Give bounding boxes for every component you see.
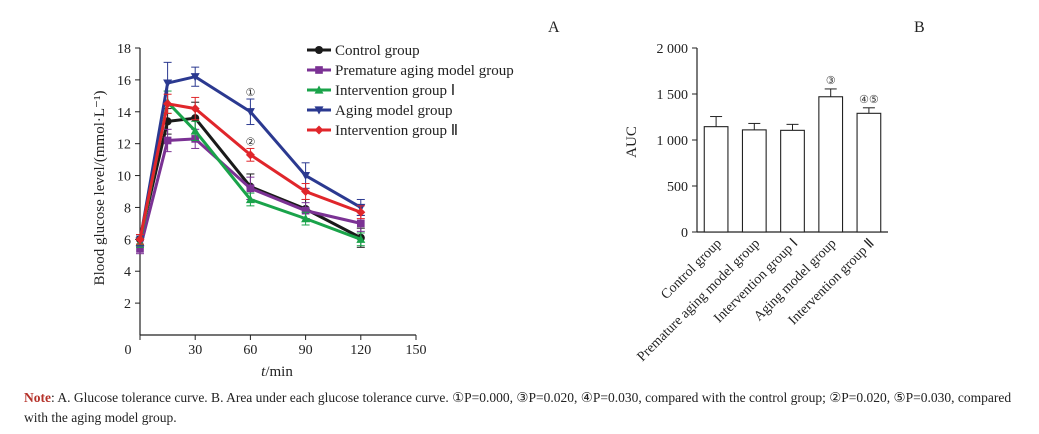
data-point bbox=[301, 171, 311, 181]
series-line bbox=[138, 102, 362, 240]
x-tick-label-a: 60 bbox=[243, 343, 257, 358]
data-point bbox=[314, 85, 324, 94]
y-axis-label-b: AUC bbox=[624, 126, 640, 158]
data-point bbox=[356, 219, 365, 228]
series-aging-model-group bbox=[135, 61, 366, 247]
data-point bbox=[190, 104, 200, 114]
x-tick-label-a: 150 bbox=[406, 343, 427, 358]
x-tick-label-a: 0 bbox=[125, 343, 132, 358]
note-label: Note bbox=[24, 390, 51, 405]
data-point bbox=[190, 73, 200, 82]
legend-entry: Intervention group Ⅱ bbox=[307, 123, 458, 139]
data-point bbox=[314, 106, 324, 115]
bar-group bbox=[703, 116, 729, 233]
data-point bbox=[136, 245, 144, 253]
y-tick-label-a: 18 bbox=[117, 42, 131, 57]
data-point bbox=[163, 136, 172, 145]
y-tick-label-a: 14 bbox=[117, 106, 131, 121]
data-point bbox=[245, 194, 255, 204]
data-point bbox=[314, 45, 324, 55]
data-point bbox=[314, 125, 324, 135]
data-point bbox=[135, 234, 145, 244]
legend-label: Control group bbox=[335, 43, 420, 59]
y-axis-label-a: Blood glucose level/(mmol·L⁻¹) bbox=[92, 91, 108, 286]
bar bbox=[703, 126, 729, 233]
legend-entry: Control group bbox=[307, 43, 420, 59]
series-line bbox=[138, 75, 362, 242]
legend-entry: Premature aging model group bbox=[307, 63, 514, 79]
y-tick-label-a: 16 bbox=[117, 74, 131, 89]
glucose-tolerance-chart: A 2 4 6 8 10 12 14 16 18 0 30 60 90 120 150 Control gr… bbox=[92, 19, 560, 380]
bar bbox=[780, 129, 805, 233]
data-point bbox=[190, 126, 200, 135]
data-point bbox=[356, 207, 366, 217]
bar bbox=[741, 129, 767, 233]
bar bbox=[818, 96, 844, 233]
data-point bbox=[163, 99, 173, 109]
data-point bbox=[301, 206, 310, 215]
bar-group: ④⑤ bbox=[856, 93, 882, 233]
y-tick-label-b: 0 bbox=[681, 226, 688, 241]
series-intervention-group- bbox=[135, 93, 366, 245]
y-tick-label-a: 6 bbox=[124, 233, 131, 248]
y-tick-label-a: 12 bbox=[117, 138, 131, 153]
legend-entry: Intervention group Ⅰ bbox=[307, 83, 455, 99]
figure-note: Note: A. Glucose tolerance curve. B. Are… bbox=[24, 388, 1024, 428]
bar-group bbox=[741, 122, 767, 233]
data-point bbox=[245, 108, 255, 117]
significance-mark: ④⑤ bbox=[859, 93, 879, 106]
x-tick-label-a: 90 bbox=[299, 343, 313, 358]
x-axis-label-a: t/min bbox=[261, 364, 293, 380]
y-tick-label-b: 1 500 bbox=[657, 88, 689, 103]
legend-label: Intervention group Ⅱ bbox=[335, 123, 458, 139]
panel-label-a: A bbox=[548, 19, 560, 36]
bar-group: ③ bbox=[818, 74, 844, 233]
y-tick-label-b: 2 000 bbox=[657, 42, 689, 57]
y-tick-label-b: 1 000 bbox=[657, 134, 689, 149]
data-point bbox=[315, 66, 323, 74]
panel-label-b: B bbox=[914, 19, 925, 36]
note-text: : A. Glucose tolerance curve. B. Area un… bbox=[24, 390, 1012, 425]
bar-group bbox=[780, 123, 805, 233]
data-point bbox=[246, 184, 255, 193]
y-tick-label-a: 2 bbox=[124, 297, 131, 312]
data-point bbox=[301, 214, 311, 223]
y-tick-label-a: 8 bbox=[124, 201, 131, 216]
legend-label: Aging model group bbox=[335, 103, 453, 119]
data-point bbox=[163, 79, 173, 88]
data-point bbox=[301, 187, 311, 196]
y-tick-label-b: 500 bbox=[667, 180, 688, 195]
legend-label: Premature aging model group bbox=[335, 63, 514, 79]
significance-mark: ③ bbox=[826, 74, 836, 87]
x-tick-label-a: 120 bbox=[350, 343, 371, 358]
y-tick-label-a: 10 bbox=[117, 170, 131, 185]
significance-mark: ① bbox=[245, 86, 255, 99]
x-tick-label-a: 30 bbox=[188, 343, 202, 358]
significance-mark: ② bbox=[245, 135, 255, 148]
y-tick-label-a: 4 bbox=[124, 265, 131, 280]
data-point bbox=[245, 150, 255, 160]
bar bbox=[856, 112, 882, 233]
legend-entry: Aging model group bbox=[307, 103, 453, 119]
legend-label: Intervention group Ⅰ bbox=[335, 83, 455, 99]
data-point bbox=[356, 234, 366, 243]
